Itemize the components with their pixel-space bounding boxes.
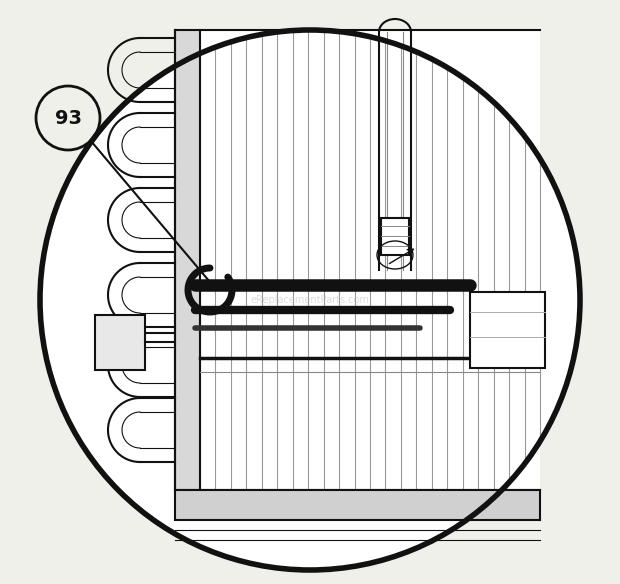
Bar xyxy=(175,30,200,490)
Text: 93: 93 xyxy=(55,109,81,127)
Bar xyxy=(175,30,540,490)
Circle shape xyxy=(42,32,578,568)
Bar xyxy=(470,292,545,368)
Bar xyxy=(175,490,540,520)
Bar xyxy=(381,218,409,255)
Text: eReplacementParts.com: eReplacementParts.com xyxy=(250,295,370,305)
Bar xyxy=(95,315,145,370)
